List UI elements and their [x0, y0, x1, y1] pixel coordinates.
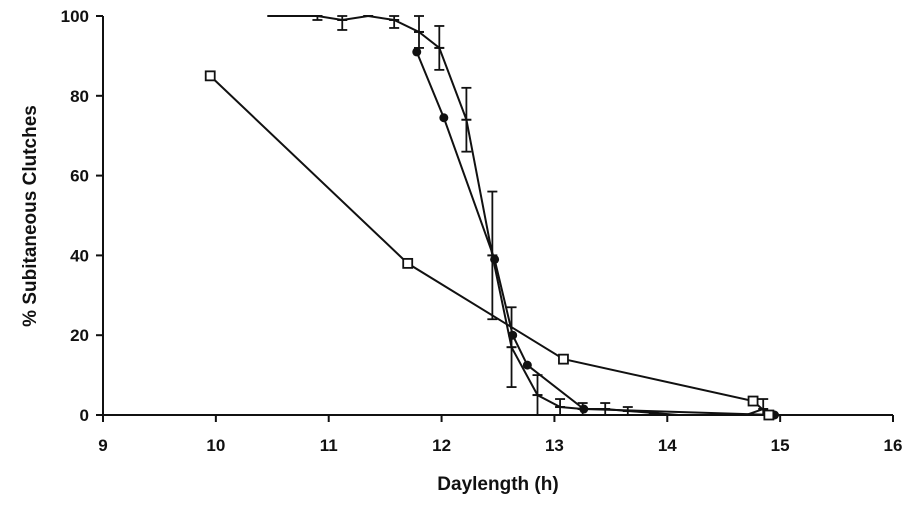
y-tick-label: 20	[70, 326, 89, 345]
x-tick-label: 14	[658, 436, 677, 455]
x-tick-label: 13	[545, 436, 564, 455]
x-tick-label: 16	[884, 436, 903, 455]
data-point	[402, 257, 414, 269]
y-tick-label: 80	[70, 87, 89, 106]
x-tick-label: 12	[432, 436, 451, 455]
x-tick-label: 11	[320, 436, 338, 455]
data-point	[747, 395, 759, 407]
series-3	[204, 70, 775, 421]
series-2-line	[415, 51, 775, 416]
x-tick-label: 9	[98, 436, 107, 455]
y-tick-label: 100	[61, 7, 89, 26]
series-2	[412, 47, 779, 420]
data-point	[558, 353, 569, 365]
x-ticks: 9 10 11 12 13 14 15 16	[98, 415, 902, 455]
data-point	[439, 113, 449, 123]
data-point	[522, 360, 532, 370]
data-point	[490, 254, 500, 264]
data-point	[579, 404, 589, 414]
x-tick-label: 10	[206, 436, 225, 455]
y-tick-label: 0	[80, 406, 89, 425]
x-tick-label: 15	[771, 436, 790, 455]
data-point	[508, 330, 518, 340]
y-tick-label: 40	[70, 246, 89, 265]
data-point	[412, 47, 422, 57]
y-ticks: 0 20 40 60 80 100	[61, 7, 103, 425]
x-axis-label: Daylength (h)	[437, 474, 558, 495]
data-point	[204, 70, 216, 82]
y-axis-label: % Subitaneous Clutches	[20, 105, 41, 327]
plot-area	[204, 14, 780, 421]
data-point	[763, 409, 775, 421]
axes	[102, 16, 893, 416]
y-tick-label: 60	[70, 167, 89, 186]
